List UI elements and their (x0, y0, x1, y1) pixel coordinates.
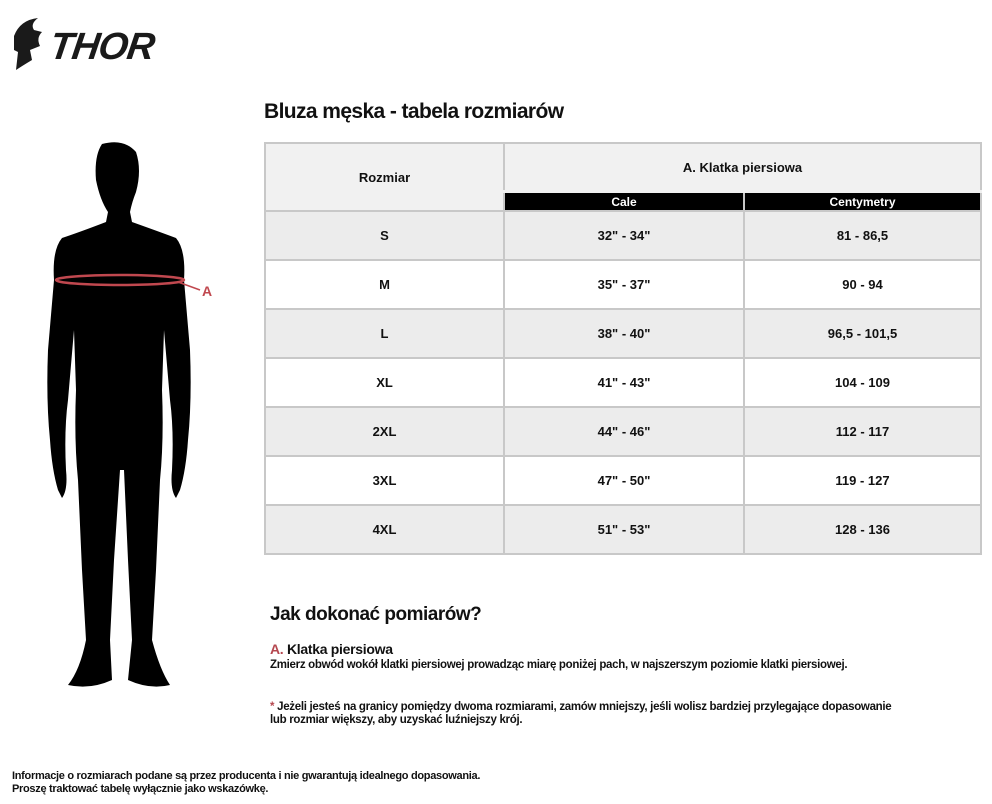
footer-line-2: Proszę traktować tabelę wyłącznie jako w… (12, 783, 269, 795)
inches-cell: 47" - 50" (503, 455, 745, 506)
howto-heading: Jak dokonać pomiarów? (270, 604, 482, 625)
body-silhouette: A (47, 142, 212, 687)
table-row: L 38" - 40" 96,5 - 101,5 (264, 308, 982, 359)
size-cell: S (264, 210, 505, 261)
cm-cell: 81 - 86,5 (743, 210, 982, 261)
page-title: Bluza męska - tabela rozmiarów (264, 100, 564, 123)
cm-cell: 128 - 136 (743, 504, 982, 555)
table-row: 3XL 47" - 50" 119 - 127 (264, 455, 982, 506)
helmet-icon (14, 18, 42, 70)
size-cell: M (264, 259, 505, 310)
subheader-cm: Centymetry (743, 190, 982, 212)
cm-cell: 119 - 127 (743, 455, 982, 506)
inches-cell: 41" - 43" (503, 357, 745, 408)
size-cell: L (264, 308, 505, 359)
table-row: 4XL 51" - 53" 128 - 136 (264, 504, 982, 555)
inches-cell: 44" - 46" (503, 406, 745, 457)
header-size: Rozmiar (264, 142, 505, 212)
marker-label: A (202, 283, 212, 299)
footer-disclaimer: Informacje o rozmiarach podane są przez … (12, 770, 480, 796)
note-line-2: lub rozmiar większy, aby uzyskać luźniej… (270, 714, 523, 726)
table-row: S 32" - 34" 81 - 86,5 (264, 210, 982, 261)
table-row: 2XL 44" - 46" 112 - 117 (264, 406, 982, 457)
subheader-inches: Cale (503, 190, 745, 212)
note-star: * (270, 701, 275, 713)
table-row: M 35" - 37" 90 - 94 (264, 259, 982, 310)
inches-cell: 32" - 34" (503, 210, 745, 261)
size-cell: XL (264, 357, 505, 408)
footer-line-1: Informacje o rozmiarach podane są przez … (12, 770, 481, 782)
cm-cell: 96,5 - 101,5 (743, 308, 982, 359)
size-note: * Jeżeli jesteś na granicy pomiędzy dwom… (270, 701, 970, 727)
inches-cell: 38" - 40" (503, 308, 745, 359)
table-row: XL 41" - 43" 104 - 109 (264, 357, 982, 408)
size-table: Rozmiar A. Klatka piersiowa Cale Centyme… (264, 142, 982, 555)
chest-measure-line (54, 273, 186, 287)
inches-cell: 35" - 37" (503, 259, 745, 310)
header-chest: A. Klatka piersiowa (503, 142, 982, 193)
cm-cell: 112 - 117 (743, 406, 982, 457)
section-letter: A. (270, 641, 284, 657)
thor-logo: THOR (12, 16, 187, 72)
size-cell: 4XL (264, 504, 505, 555)
section-title: A. Klatka piersiowa (270, 641, 393, 657)
cm-cell: 104 - 109 (743, 357, 982, 408)
logo-text: THOR (47, 26, 157, 68)
size-cell: 3XL (264, 455, 505, 506)
size-cell: 2XL (264, 406, 505, 457)
section-description: Zmierz obwód wokół klatki piersiowej pro… (270, 659, 848, 671)
inches-cell: 51" - 53" (503, 504, 745, 555)
note-line-1: Jeżeli jesteś na granicy pomiędzy dwoma … (277, 701, 892, 713)
cm-cell: 90 - 94 (743, 259, 982, 310)
section-title-text: Klatka piersiowa (287, 641, 393, 657)
